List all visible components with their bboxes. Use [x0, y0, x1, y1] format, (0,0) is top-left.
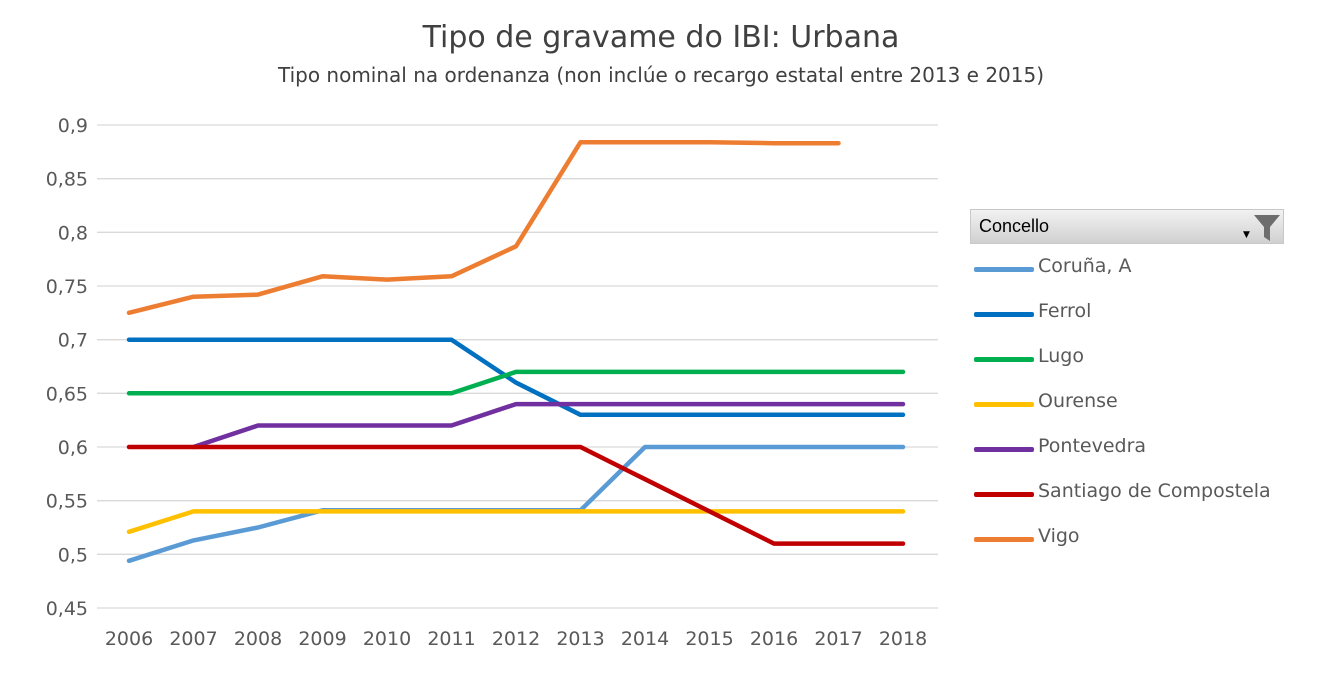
- legend-label: Santiago de Compostela: [1038, 480, 1271, 502]
- legend-label: Ferrol: [1038, 300, 1092, 322]
- x-tick-label: 2010: [363, 628, 411, 650]
- y-tick-label: 0,65: [46, 383, 88, 405]
- x-tick-label: 2017: [814, 628, 862, 650]
- filter-icon[interactable]: [1253, 213, 1281, 243]
- dropdown-arrow-icon[interactable]: ▼: [1243, 230, 1250, 240]
- legend-label: Vigo: [1038, 525, 1080, 547]
- y-tick-label: 0,8: [58, 222, 88, 244]
- y-tick-label: 0,45: [46, 598, 88, 620]
- y-tick-label: 0,7: [58, 330, 88, 352]
- y-tick-label: 0,5: [58, 544, 88, 566]
- series-line-6: [126, 139, 841, 316]
- y-tick-label: 0,75: [46, 276, 88, 298]
- legend-swatch: [974, 402, 1034, 407]
- legend-swatch: [974, 357, 1034, 362]
- legend-swatch: [974, 447, 1034, 452]
- x-tick-label: 2014: [621, 628, 669, 650]
- legend-swatch: [974, 492, 1034, 497]
- series-line-2: [126, 369, 906, 396]
- legend-title: Concello: [979, 216, 1050, 236]
- series-line-5: [126, 444, 906, 546]
- x-axis-ticks: 2006 2007 2008 2009 2010 2011 2012 2013 2014 2015…: [105, 628, 927, 650]
- x-tick-label: 2011: [427, 628, 475, 650]
- x-tick-label: 2016: [750, 628, 798, 650]
- x-tick-label: 2009: [298, 628, 346, 650]
- series-line-3: [126, 509, 906, 535]
- legend-swatch: [974, 537, 1034, 542]
- chart-subtitle: Tipo nominal na ordenanza (non inclúe o …: [277, 63, 1045, 87]
- legend-label: Coruña, A: [1038, 255, 1132, 277]
- y-tick-label: 0,55: [46, 491, 88, 513]
- legend-swatch: [974, 267, 1034, 272]
- x-tick-label: 2013: [556, 628, 604, 650]
- x-tick-label: 2007: [169, 628, 217, 650]
- y-tick-label: 0,9: [58, 115, 88, 137]
- legend-label: Lugo: [1038, 345, 1084, 367]
- legend-filter-header[interactable]: Concello ▼: [970, 209, 1284, 244]
- y-axis-ticks: 0,45 0,5 0,55 0,6 0,65 0,7 0,75 0,8 0,85 0,9: [46, 115, 88, 620]
- legend-label: Pontevedra: [1038, 435, 1147, 457]
- chart-title: Tipo de gravame do IBI: Urbana: [422, 20, 900, 55]
- x-tick-label: 2012: [492, 628, 540, 650]
- legend-swatch: [974, 312, 1034, 317]
- x-tick-label: 2006: [105, 628, 153, 650]
- series-line-1: [126, 337, 906, 418]
- x-tick-label: 2008: [234, 628, 282, 650]
- series-lines: [126, 139, 906, 564]
- x-tick-label: 2018: [879, 628, 927, 650]
- legend-label: Ourense: [1038, 390, 1118, 412]
- x-tick-label: 2015: [685, 628, 733, 650]
- y-tick-label: 0,6: [58, 437, 88, 459]
- y-tick-label: 0,85: [46, 169, 88, 191]
- series-line-4: [191, 401, 906, 450]
